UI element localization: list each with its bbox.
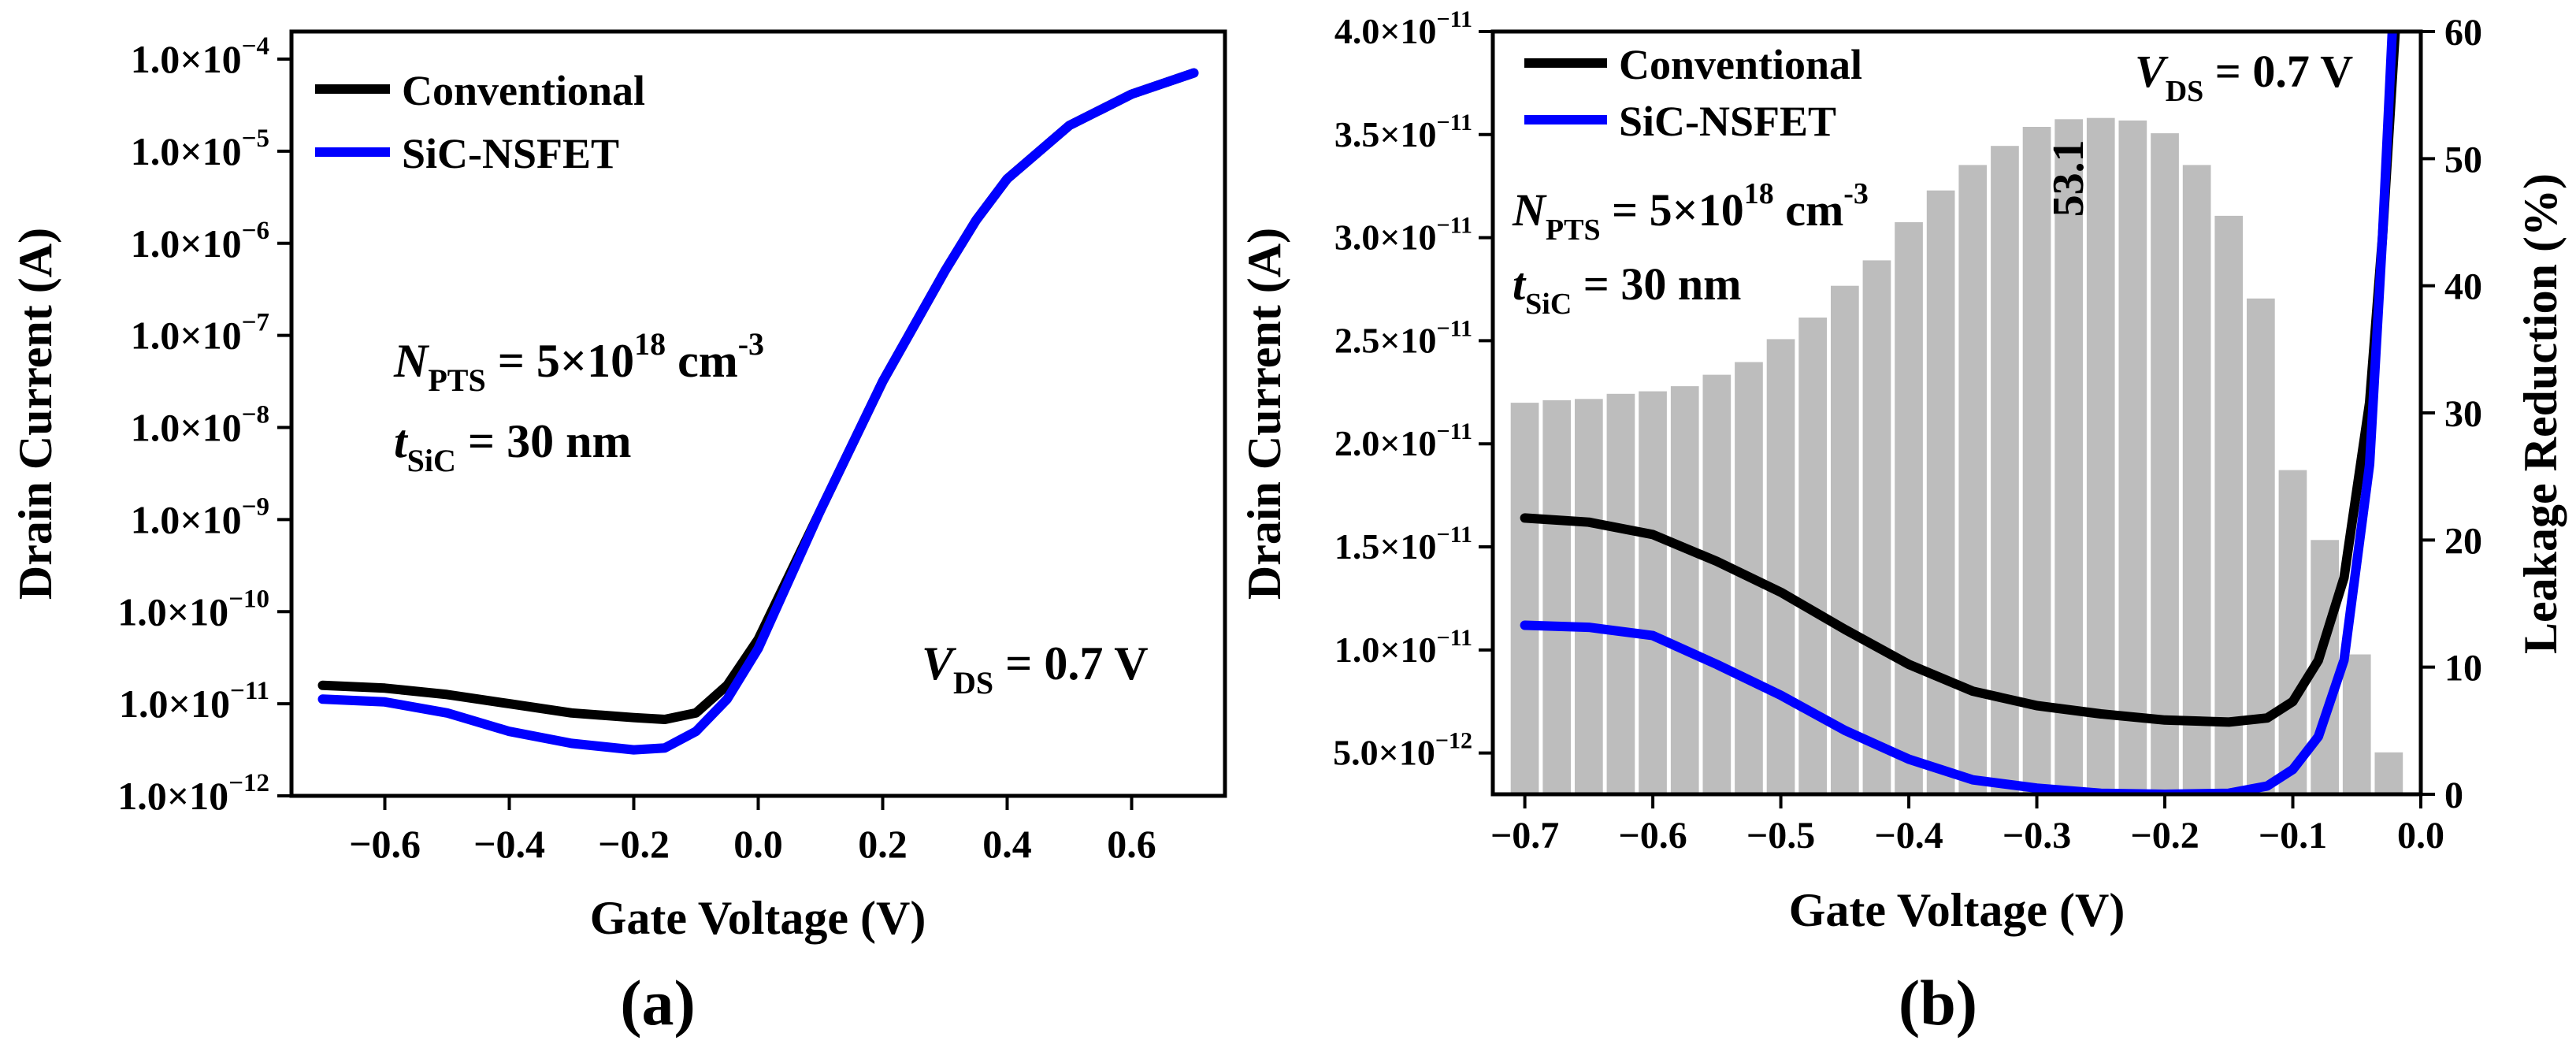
chart-b-bar (2214, 215, 2244, 794)
chart-b-ytick-label: 3.5×10−11 (1334, 110, 1472, 154)
chart-a-ytick-label: 1.0×10−7 (131, 309, 269, 358)
chart-a-ytick-label: 1.0×10−5 (131, 124, 269, 173)
chart-b-ytick-label: 1.5×10−11 (1334, 522, 1472, 567)
chart-b-y2tick-label: 10 (2444, 648, 2482, 689)
chart-b-bar (1702, 374, 1732, 795)
chart-b-xtick-label: −0.6 (1618, 815, 1687, 857)
chart-b-bar (1991, 146, 2019, 794)
chart-b-y2tick-label: 20 (2444, 520, 2482, 562)
chart-b-xtick-label: −0.2 (2130, 815, 2199, 857)
chart-b-bar (1862, 260, 1891, 794)
chart-b-bar (1958, 165, 1988, 794)
chart-a-xtick-label: 0.6 (1107, 822, 1156, 866)
chart-b-ytick-label: 5.0×10−12 (1333, 728, 1472, 773)
chart-b-xtick-label: −0.3 (2003, 815, 2071, 857)
chart-b-bar (1575, 399, 1603, 794)
chart-a-xlabel: Gate Voltage (V) (590, 892, 926, 944)
chart-a-xtick-label: −0.6 (349, 822, 421, 866)
chart-b-bar (1670, 386, 1699, 795)
chart-b-xtick-label: −0.1 (2259, 815, 2327, 857)
chart-b-xtick-label: −0.5 (1746, 815, 1815, 857)
chart-b-bar (1766, 339, 1795, 794)
chart-a-npts-annotation: NPTS = 5×1018 cm-3 (393, 326, 764, 398)
chart-b-bars (1510, 117, 2403, 795)
chart-a-plot-frame (289, 29, 1227, 798)
chart-b-bar (2182, 165, 2211, 794)
chart-b-ytick-label: 3.0×10−11 (1334, 213, 1472, 258)
chart-a-ylabel: Drain Current (A) (9, 228, 61, 600)
chart-b-xtick-label: 0.0 (2397, 815, 2444, 857)
chart-a: −0.6 −0.4 −0.2 0.0 0.2 0.4 0.6 1.0×10−12 1.0×10−… (9, 29, 1227, 1039)
chart-b-bar (2118, 120, 2147, 794)
chart-b: −0.7 −0.6 −0.5 −0.4 −0.3 −0.2 −0.1 0.0 5.0×10−12… (1238, 6, 2567, 1039)
legend-a-conventional-label: Conventional (402, 67, 645, 114)
chart-b-xlabel: Gate Voltage (V) (1789, 884, 2125, 936)
chart-b-xtick-label: −0.7 (1490, 815, 1559, 857)
chart-b-bar (2022, 127, 2051, 794)
chart-b-bar (2342, 654, 2371, 794)
chart-b-y2tick-label: 40 (2444, 266, 2482, 308)
chart-b-ytick-label: 4.0×10−11 (1334, 6, 1472, 51)
chart-b-y2tick-label: 60 (2444, 12, 2482, 54)
chart-b-bar (1542, 400, 1572, 794)
chart-b-ytick-label: 2.5×10−11 (1334, 315, 1472, 360)
chart-b-bar (1926, 190, 1955, 794)
chart-a-xtick-label: 0.0 (733, 822, 783, 866)
chart-a-ytick-label: 1.0×10−8 (131, 401, 269, 450)
chart-b-bar (1639, 391, 1667, 794)
chart-a-ytick-label: 1.0×10−4 (131, 32, 269, 81)
chart-b-bar (1895, 222, 1923, 794)
chart-a-ytick-label: 1.0×10−10 (117, 585, 269, 634)
chart-a-xtick-label: 0.4 (982, 822, 1032, 866)
chart-b-bar (2278, 470, 2307, 794)
chart-b-bar (2054, 119, 2083, 795)
chart-b-bar (1831, 285, 1859, 794)
chart-b-series-conventional-line (1520, 32, 2400, 727)
chart-b-panel-label: (b) (1899, 967, 1977, 1039)
chart-b-y2tick-label: 0 (2444, 775, 2463, 816)
chart-b-npts-annotation: NPTS = 5×1018 cm-3 (1512, 177, 1869, 247)
chart-b-plot-frame (1490, 29, 2423, 797)
chart-a-xtick-label: −0.4 (473, 822, 545, 866)
chart-b-ytick-label: 1.0×10−11 (1334, 625, 1472, 670)
chart-a-xtick-label: −0.2 (598, 822, 670, 866)
legend-b-sicnsfet-label: SiC-NSFET (1619, 98, 1836, 145)
legend-a-sicnsfet-label: SiC-NSFET (402, 130, 619, 177)
chart-a-xtick-label: 0.2 (858, 822, 908, 866)
chart-b-legend: Conventional SiC-NSFET (1524, 41, 1862, 145)
chart-a-ytick-label: 1.0×10−11 (119, 677, 269, 726)
chart-b-tsic-annotation: tSiC = 30 nm (1513, 258, 1741, 321)
chart-b-bar (2374, 752, 2403, 794)
chart-a-vds-annotation: VDS = 0.7 V (922, 637, 1149, 701)
chart-a-ytick-label: 1.0×10−12 (117, 769, 269, 818)
chart-a-ytick-label: 1.0×10−9 (131, 492, 269, 541)
chart-a-series-sicnsfet-line (317, 68, 1199, 755)
legend-b-conventional-label: Conventional (1619, 41, 1862, 88)
chart-b-bar-value-label: 53.1 (2044, 139, 2093, 217)
chart-a-series (317, 68, 1199, 755)
chart-b-vds-annotation: VDS = 0.7 V (2135, 46, 2353, 108)
chart-b-ytick-label: 2.0×10−11 (1334, 418, 1472, 463)
chart-a-ticks: −0.6 −0.4 −0.2 0.0 0.2 0.4 0.6 1.0×10−12 1.0×10−… (117, 32, 1156, 866)
chart-b-bar (2086, 117, 2115, 794)
chart-b-bar (1510, 403, 1539, 794)
chart-b-bar (2151, 133, 2179, 795)
chart-b-y2tick-label: 50 (2444, 139, 2482, 180)
chart-a-panel-label: (a) (620, 967, 696, 1039)
chart-a-ytick-label: 1.0×10−6 (131, 217, 269, 266)
chart-b-y2label: Leakage Reduction (%) (2515, 173, 2567, 654)
chart-b-xtick-label: −0.4 (1874, 815, 1943, 857)
chart-a-tsic-annotation: tSiC = 30 nm (394, 415, 631, 478)
chart-b-ticks: −0.7 −0.6 −0.5 −0.4 −0.3 −0.2 −0.1 0.0 5.0×10−12… (1333, 6, 2482, 857)
chart-b-bar (1606, 393, 1635, 794)
chart-b-ylabel: Drain Current (A) (1238, 228, 1290, 600)
chart-a-legend: Conventional SiC-NSFET (315, 67, 645, 177)
chart-b-y2tick-label: 30 (2444, 393, 2482, 435)
